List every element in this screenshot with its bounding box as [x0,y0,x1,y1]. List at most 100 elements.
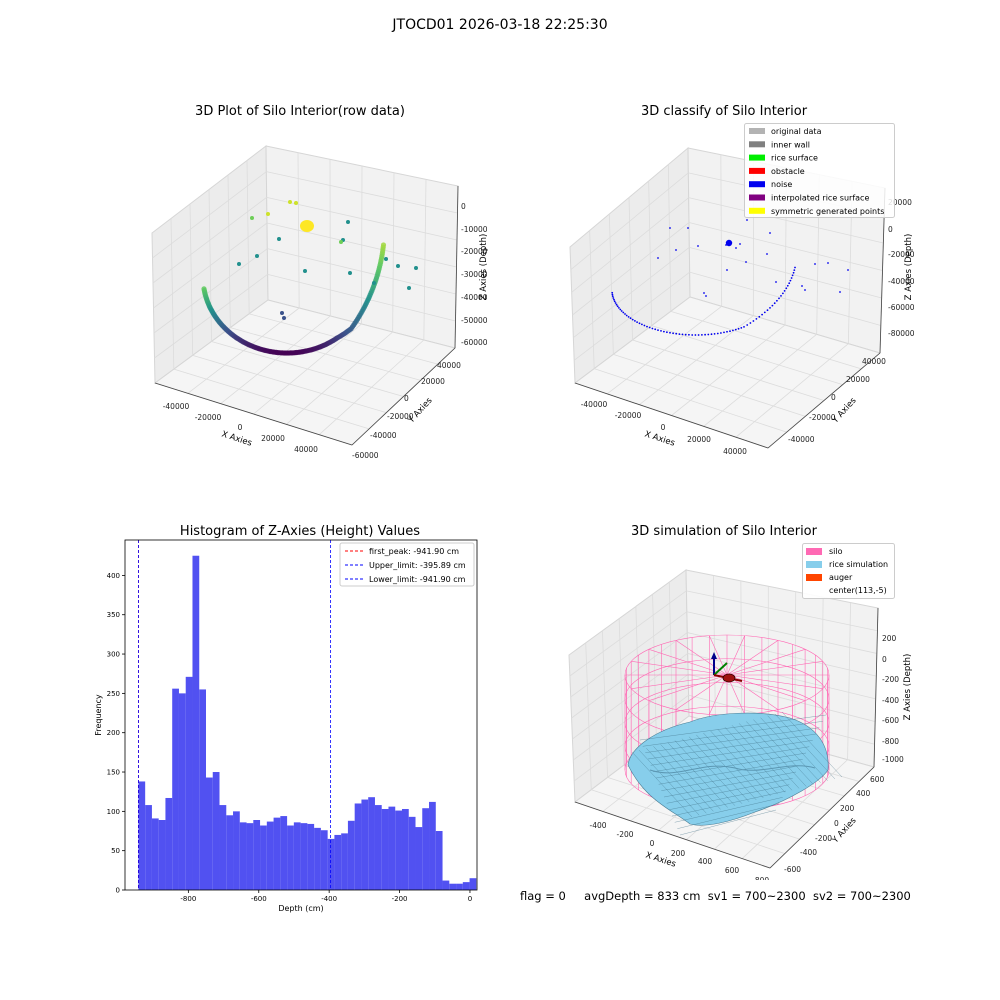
histogram-ytick-label: 250 [107,690,120,698]
rice-mesh-line [650,740,813,766]
panel2-ytick: 40000 [862,357,886,366]
histogram-bar [449,883,457,890]
data-point [624,313,626,315]
panel1-z-axis-line [454,185,459,349]
histogram-bar [151,818,159,890]
rice-mesh-line [774,713,836,780]
auger-y-arrow [713,662,728,676]
histogram-bar [354,803,362,890]
panel4-ztick: -1000 [882,755,904,764]
legend-swatch [749,181,765,188]
legend-label: Upper_limit: -395.89 cm [369,561,466,570]
data-point [701,334,703,336]
data-point [663,330,665,333]
panel1-ztick: 0 [461,202,466,211]
data-point [615,303,618,306]
data-point [723,331,725,334]
histogram-bar [158,820,166,890]
legend-label: original data [771,127,822,136]
histogram-bar [260,825,267,890]
panel3-title: Histogram of Z-Axies (Height) Values [179,524,421,539]
data-point [847,269,849,271]
histogram-bar [280,816,288,890]
histogram-ytick-label: 400 [107,572,120,580]
histogram-bar [469,878,477,890]
rice-mesh-line [653,746,810,772]
panel4-ytick: 200 [840,804,855,813]
histogram-xtick-label: -600 [251,895,267,903]
silo-roof-spoke [726,674,806,701]
data-point [839,291,841,293]
histogram-bar [320,830,328,890]
data-point [282,316,286,320]
data-point [720,332,722,334]
panel1-x-axis-line [154,382,353,446]
histogram-yticks: 0 50 100 150 200 250 300 350 400 [107,572,125,895]
legend-label: inner wall [771,140,810,149]
panel4-xtick: -400 [589,821,606,830]
legend-swatch [749,128,765,134]
panel1-ztick: -40000 [461,293,488,302]
histogram-bar [233,811,240,890]
data-point [804,289,806,291]
data-point [277,237,281,241]
rice-mesh-line [667,742,728,808]
panel1-ytick: -20000 [387,412,414,421]
silo-roof-spoke [631,674,728,689]
histogram-ytick-label: 350 [107,611,120,619]
rice-mesh-line [642,721,823,747]
rice-mesh-line [631,751,693,818]
data-point-cluster [300,220,314,232]
data-point [737,327,740,330]
rice-mesh-line [753,719,814,785]
data-point [681,333,684,336]
panel2-ytick: 20000 [846,375,870,384]
panel1-xtick: -20000 [195,413,222,422]
panel2-ztick: -40000 [888,277,915,286]
panel2-ytick: -40000 [788,435,815,444]
data-point [713,333,716,335]
data-point [303,269,307,273]
rice-mesh-line [679,809,777,836]
silo-roof-spoke [675,674,728,710]
data-point [785,287,788,290]
panel1-ytick: 40000 [437,361,461,370]
legend-swatch [749,194,765,201]
data-point [771,304,774,307]
data-point [735,247,737,249]
panel2-ztick: -60000 [888,303,915,312]
rice-mesh-line [647,733,817,760]
histogram-ytick-label: 200 [107,729,120,737]
data-point [684,333,687,336]
rice-mesh-line [724,727,786,793]
panel4-x-axis-line [574,801,771,869]
histogram-ytick-label: 0 [116,887,120,895]
data-point [380,242,387,248]
legend-label: silo [829,547,843,556]
panel2-xtick: -40000 [581,400,608,409]
data-point [729,330,731,333]
data-point [780,295,782,297]
data-point [339,240,343,244]
legend-label: first_peak: -941.90 cm [369,547,459,556]
panel4-ytick: 0 [834,819,839,828]
panel2-ytick: -20000 [809,413,836,422]
data-point [743,326,745,328]
panel2-xlabel: X Axies [643,429,676,448]
panel2-x-axis-line [574,382,769,449]
data-point [616,305,619,308]
rice-mesh-line [703,732,764,799]
data-point [788,282,791,285]
histogram-bar [462,882,470,890]
data-point [697,245,699,247]
histogram-bar [401,808,409,890]
data-point [766,309,769,312]
rice-mesh-line [746,721,807,787]
data-point [629,317,632,320]
data-point [783,290,786,292]
data-point [346,220,350,224]
data-point [611,293,614,296]
data-point [749,322,752,324]
data-point [716,332,719,335]
histogram-xtick-label: 0 [468,895,472,903]
